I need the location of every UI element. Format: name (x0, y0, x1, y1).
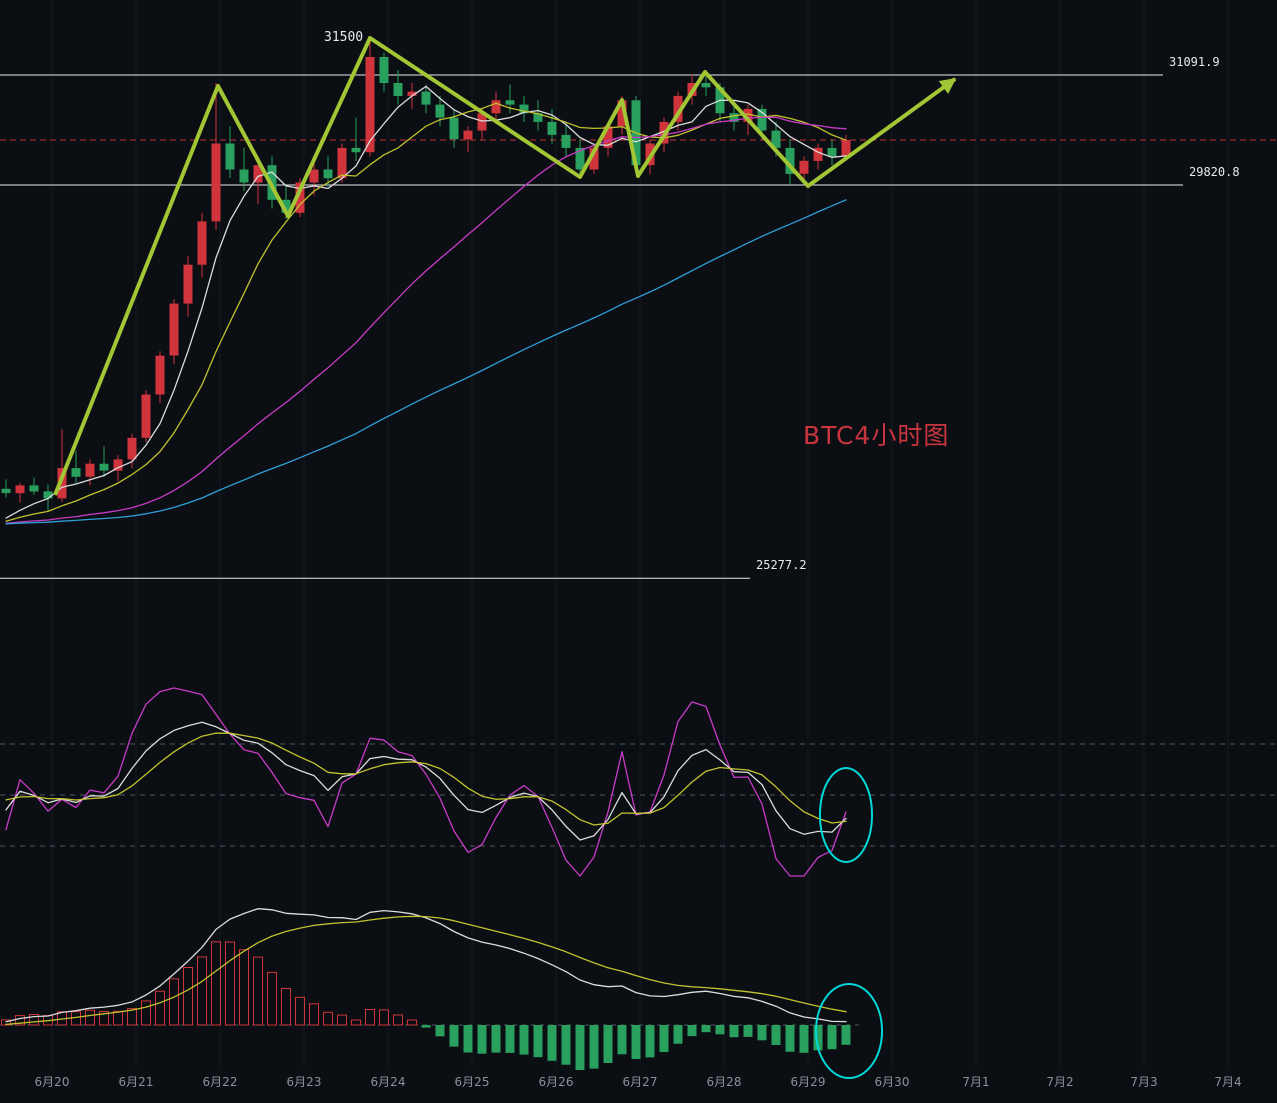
peak-price-label: 31500 (324, 30, 363, 45)
highlight-ellipse (819, 767, 873, 863)
x-axis-tick: 6月25 (455, 1075, 490, 1089)
candles (1, 37, 851, 511)
x-axis-tick: 6月21 (119, 1075, 154, 1089)
grid-lines (51, 0, 1229, 1068)
price-level-label: 25277.2 (756, 558, 807, 572)
macd-indicator (1, 908, 851, 1070)
kdj-indicator (5, 687, 847, 877)
x-axis-tick: 7月4 (1214, 1075, 1241, 1089)
x-axis-tick: 7月2 (1046, 1075, 1073, 1089)
x-axis-tick: 7月3 (1130, 1075, 1157, 1089)
x-axis-tick: 6月28 (707, 1075, 742, 1089)
x-axis-tick: 6月26 (539, 1075, 574, 1089)
trend-annotation (53, 36, 957, 1079)
x-axis-tick: 6月23 (287, 1075, 322, 1089)
x-axis-tick: 6月29 (791, 1075, 826, 1089)
highlight-ellipse (815, 983, 883, 1079)
price-level-label: 31091.9 (1169, 55, 1220, 69)
moving-averages (5, 85, 847, 525)
x-axis-tick: 6月27 (623, 1075, 658, 1089)
x-axis-tick: 7月1 (962, 1075, 989, 1089)
x-axis-tick: 6月22 (203, 1075, 238, 1089)
x-axis-tick: 6月24 (371, 1075, 406, 1089)
trend-arrow-polyline (53, 36, 957, 496)
oscillator-guides (0, 743, 1277, 1026)
price-levels: 31091.9 29820.8 25277.2 31500 (0, 30, 1277, 579)
price-level-label: 29820.8 (1189, 165, 1240, 179)
x-axis-tick: 6月20 (35, 1075, 70, 1089)
x-axis-tick: 6月30 (875, 1075, 910, 1089)
x-axis-labels: 6月20 6月21 6月22 6月23 6月24 6月25 6月26 6月27 6月28 6月29… (35, 1075, 1242, 1089)
